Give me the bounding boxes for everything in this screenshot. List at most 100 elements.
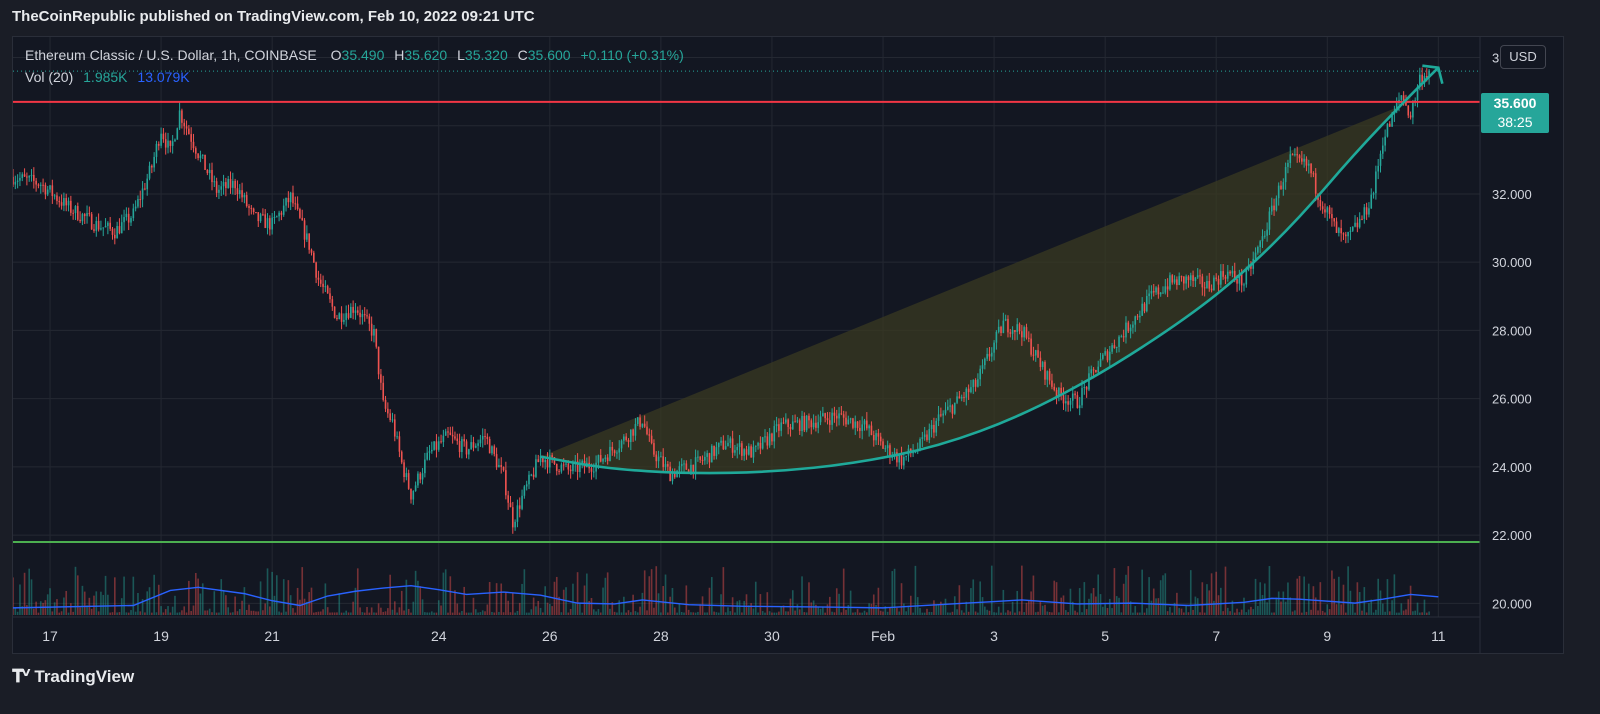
- volume-bar: [468, 612, 470, 615]
- volume-bar: [505, 592, 507, 615]
- volume-bar: [801, 576, 803, 615]
- candle-body: [967, 388, 970, 393]
- volume-bar: [838, 593, 840, 615]
- candle-body: [1018, 324, 1021, 332]
- candle-body: [303, 220, 306, 240]
- volume-bar: [889, 607, 891, 615]
- volume-bar: [875, 605, 877, 615]
- candle-body: [896, 452, 898, 463]
- candle-body: [838, 413, 840, 419]
- candle-body: [164, 139, 167, 148]
- candle-body: [1331, 214, 1333, 219]
- volume-bar: [928, 611, 931, 615]
- candle-body: [194, 148, 197, 154]
- volume-bar: [410, 612, 412, 615]
- volume-bar: [805, 612, 808, 615]
- candle-body: [60, 202, 63, 206]
- volume-bar: [569, 608, 572, 615]
- volume-bar: [611, 602, 614, 615]
- volume-bar: [750, 603, 752, 615]
- candle-body: [717, 442, 720, 448]
- volume-bar: [1044, 604, 1046, 615]
- volume-bar: [336, 612, 338, 615]
- volume-bar: [1108, 598, 1111, 615]
- candle-body: [592, 471, 595, 473]
- volume-bar: [907, 605, 910, 615]
- volume-bar: [1159, 580, 1162, 615]
- candle-body: [1347, 231, 1349, 237]
- volume-bar: [232, 612, 234, 615]
- candle-body: [576, 461, 579, 473]
- volume-bar: [692, 612, 695, 615]
- volume-bar: [160, 606, 162, 615]
- volume-bar: [1393, 574, 1396, 615]
- candle-body: [46, 189, 49, 195]
- volume-bar: [120, 598, 123, 615]
- candle-body: [1071, 393, 1074, 401]
- currency-button[interactable]: USD: [1500, 45, 1546, 69]
- candle-body: [750, 446, 752, 458]
- volume-bar: [382, 611, 385, 615]
- volume-bar: [1361, 610, 1363, 615]
- volume-bar: [1220, 587, 1222, 615]
- candle-body: [1053, 386, 1056, 390]
- candle-body: [1095, 369, 1097, 373]
- volume-bar: [1134, 606, 1137, 615]
- candle-body: [444, 431, 447, 436]
- volume-bar: [905, 611, 907, 615]
- tradingview-logo[interactable]: 𝐓ⱽ TradingView: [12, 666, 134, 687]
- volume-bar: [1081, 612, 1083, 615]
- candle-body: [53, 195, 56, 197]
- candle-body: [1185, 276, 1187, 284]
- volume-bar: [669, 596, 671, 615]
- volume-bar: [979, 581, 982, 615]
- volume-bar: [257, 611, 260, 615]
- candle-body: [100, 228, 102, 230]
- candle-body: [118, 226, 121, 234]
- candle-body: [643, 423, 646, 427]
- volume-bar: [1289, 597, 1292, 615]
- candle-body: [93, 229, 95, 231]
- volume-bar: [431, 611, 433, 615]
- volume-bar: [465, 612, 468, 615]
- candle-body: [243, 195, 246, 198]
- volume-bar: [657, 593, 660, 615]
- volume-bar: [782, 605, 785, 615]
- candle-body: [835, 415, 838, 419]
- volume-bar: [1210, 573, 1213, 615]
- candle-body: [912, 452, 914, 454]
- candle-body: [21, 174, 24, 178]
- volume-bar: [697, 611, 699, 615]
- volume-bar: [627, 610, 630, 615]
- volume-bar: [118, 612, 121, 615]
- price-chart[interactable]: 36.00034.00032.00030.00028.00026.00024.0…: [13, 37, 1563, 653]
- symbol-name[interactable]: Ethereum Classic / U.S. Dollar, 1h, COIN…: [25, 47, 317, 63]
- volume-bar: [174, 595, 176, 615]
- candle-body: [190, 134, 192, 142]
- candle-body: [759, 442, 762, 449]
- volume-bar: [1196, 598, 1199, 615]
- volume-bar: [970, 588, 972, 615]
- volume-bar: [148, 587, 151, 615]
- volume-ma-value: 13.079K: [137, 69, 190, 85]
- volume-bar: [919, 608, 921, 615]
- volume-bar: [768, 611, 771, 615]
- candle-body: [1382, 145, 1384, 154]
- candle-body: [275, 216, 278, 218]
- volume-bar: [935, 604, 938, 615]
- candle-body: [949, 405, 951, 407]
- volume-bar: [1284, 601, 1287, 615]
- candle-body: [861, 424, 864, 431]
- volume-bar: [1025, 602, 1028, 615]
- volume-bar: [1231, 600, 1234, 615]
- volume-bar: [26, 605, 28, 615]
- volume-bar: [176, 612, 179, 615]
- volume-bar: [507, 600, 509, 615]
- candle-body: [1120, 336, 1123, 338]
- candle-body: [1062, 395, 1065, 404]
- candle-body: [1104, 351, 1106, 355]
- candle-body: [1145, 296, 1148, 312]
- volume-label[interactable]: Vol (20): [25, 69, 74, 85]
- candle-body: [602, 458, 604, 462]
- volume-bar: [560, 612, 563, 615]
